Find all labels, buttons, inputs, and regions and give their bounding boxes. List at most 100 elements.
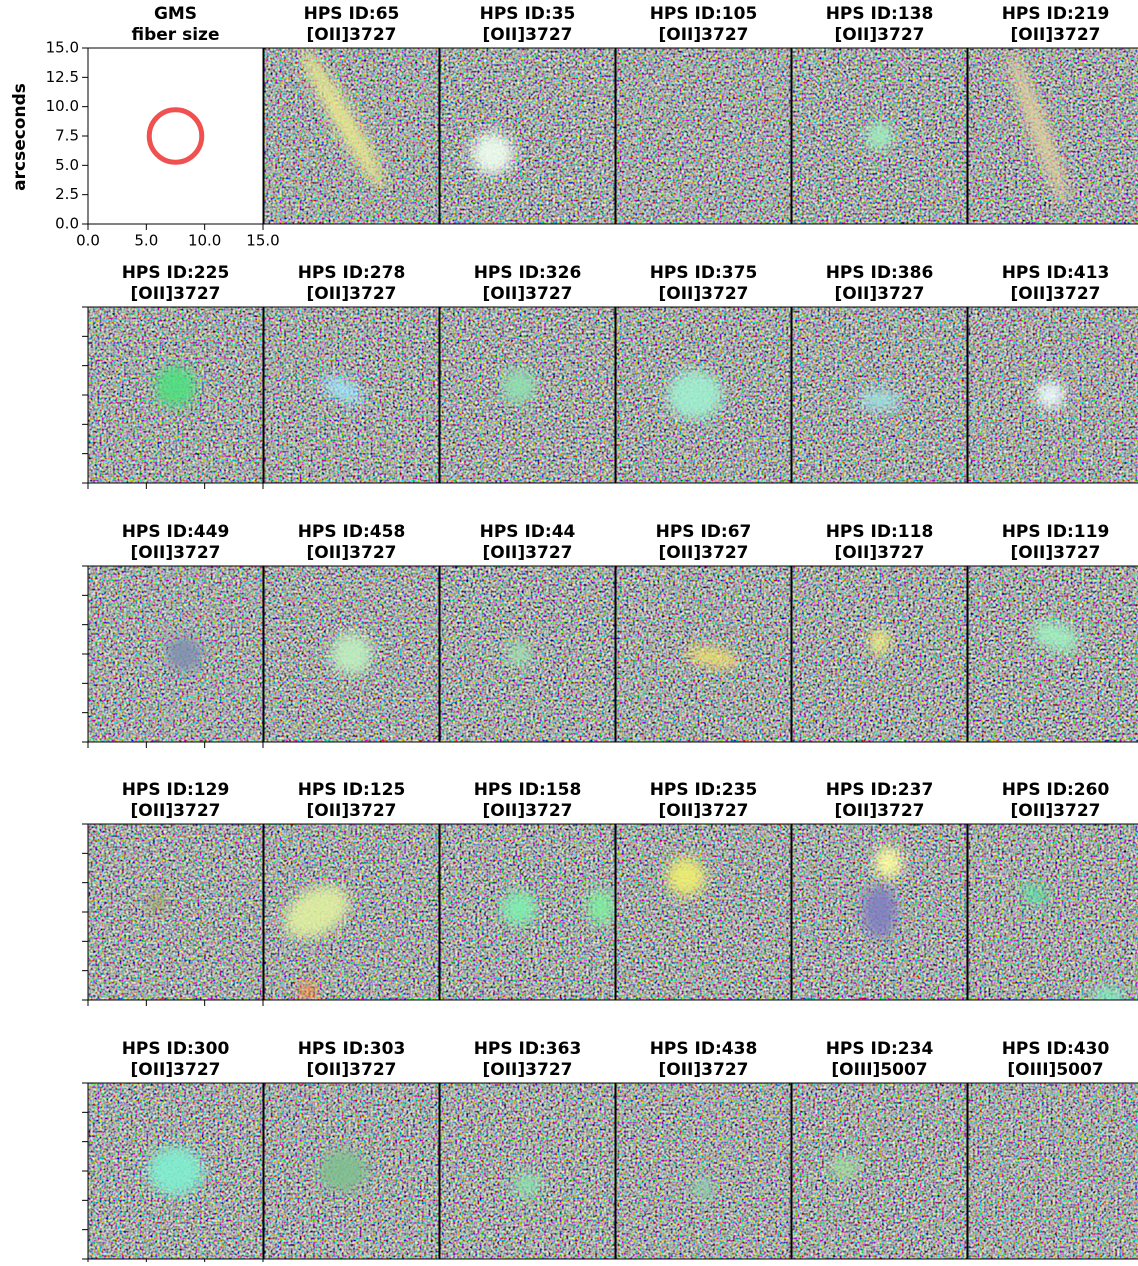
y-tick-label: 15.0 bbox=[46, 39, 79, 57]
galaxy bbox=[318, 1149, 368, 1193]
noise bbox=[792, 1083, 967, 1259]
panel-frame bbox=[87, 47, 264, 225]
panel-subtitle: [OII]3727 bbox=[1011, 543, 1101, 563]
panel-subtitle: [OII]3727 bbox=[835, 543, 925, 563]
panel-frame bbox=[263, 1082, 440, 1260]
noise bbox=[616, 1083, 791, 1259]
panel-frame bbox=[615, 306, 792, 484]
panel-frame bbox=[263, 823, 440, 1001]
panel-title: HPS ID:138 bbox=[826, 4, 934, 24]
panel-title: HPS ID:449 bbox=[122, 522, 230, 542]
galaxy bbox=[154, 365, 197, 408]
galaxy bbox=[471, 132, 514, 175]
y-axis-label: arcseconds bbox=[10, 83, 30, 191]
panel-subtitle: [OII]3727 bbox=[307, 1060, 397, 1080]
panel-frame bbox=[967, 823, 1138, 1001]
panel-subtitle: [OII]3727 bbox=[307, 543, 397, 563]
panel-title: HPS ID:235 bbox=[650, 780, 758, 800]
galaxy bbox=[862, 885, 897, 939]
panel-title: HPS ID:300 bbox=[122, 1039, 230, 1059]
galaxy bbox=[869, 629, 890, 654]
noise bbox=[968, 824, 1138, 1000]
y-tick-label: 0.0 bbox=[55, 215, 79, 233]
noise bbox=[440, 48, 615, 224]
panel-title: HPS ID:119 bbox=[1002, 522, 1110, 542]
panel-frame bbox=[967, 565, 1138, 743]
galaxy bbox=[1021, 884, 1048, 905]
cutout-image bbox=[792, 48, 967, 224]
panel-subtitle: [OII]3727 bbox=[659, 1060, 749, 1080]
cutout-image bbox=[792, 566, 967, 742]
panel-subtitle: [OII]3727 bbox=[483, 25, 573, 45]
galaxy bbox=[830, 1156, 859, 1179]
panel-frame bbox=[615, 565, 792, 743]
cutout-image bbox=[440, 307, 615, 483]
galaxy bbox=[284, 885, 349, 939]
panel-subtitle: [OII]3727 bbox=[131, 1060, 221, 1080]
panel-title: HPS ID:237 bbox=[826, 780, 934, 800]
y-tick-label: 5.0 bbox=[55, 156, 79, 174]
cutout-image bbox=[616, 566, 791, 742]
galaxy bbox=[587, 889, 615, 925]
cutout-image bbox=[792, 307, 967, 483]
panel-subtitle: [OII]3727 bbox=[835, 284, 925, 304]
cutout-image bbox=[968, 48, 1138, 224]
panel-title: HPS ID:219 bbox=[1002, 4, 1110, 24]
panel-title: GMS bbox=[154, 4, 197, 24]
panel-title: HPS ID:225 bbox=[122, 263, 230, 283]
panel-title: HPS ID:326 bbox=[474, 263, 582, 283]
panel-title: HPS ID:260 bbox=[1002, 780, 1110, 800]
y-tick-label: 12.5 bbox=[46, 68, 79, 86]
cutout-image bbox=[440, 824, 615, 1000]
panel-title: HPS ID:303 bbox=[298, 1039, 406, 1059]
noise bbox=[616, 48, 791, 224]
galaxy bbox=[147, 1146, 204, 1196]
cutout-image bbox=[968, 824, 1138, 1000]
cutout-image bbox=[264, 566, 439, 742]
galaxy bbox=[166, 636, 202, 672]
cutout-image bbox=[264, 824, 439, 1000]
panel-subtitle: [OII]3727 bbox=[659, 284, 749, 304]
panel-title: HPS ID:125 bbox=[298, 780, 406, 800]
cutout-image bbox=[264, 1083, 439, 1259]
noise bbox=[792, 566, 967, 742]
panel-frame bbox=[967, 1082, 1138, 1260]
panel-frame bbox=[615, 1082, 792, 1260]
panel-frame bbox=[791, 823, 968, 1001]
panel-frame bbox=[615, 823, 792, 1001]
cutout-image bbox=[616, 307, 791, 483]
cutout-image bbox=[616, 1083, 791, 1259]
galaxy bbox=[513, 1172, 542, 1198]
cutout-image bbox=[88, 566, 263, 742]
panel-title: HPS ID:363 bbox=[474, 1039, 582, 1059]
panel-title: HPS ID:458 bbox=[298, 522, 406, 542]
cutout-image bbox=[440, 1083, 615, 1259]
cutout-image bbox=[264, 307, 439, 483]
panel-subtitle: [OII]3727 bbox=[483, 543, 573, 563]
galaxy bbox=[666, 370, 723, 420]
panel-title: HPS ID:386 bbox=[826, 263, 934, 283]
x-tick-label: 5.0 bbox=[134, 232, 158, 250]
panel-subtitle: [OII]3727 bbox=[835, 25, 925, 45]
panel-title: HPS ID:129 bbox=[122, 780, 230, 800]
galaxy bbox=[686, 647, 739, 668]
galaxy bbox=[501, 890, 537, 927]
panel-subtitle: [OII]3727 bbox=[483, 284, 573, 304]
x-tick-label: 10.0 bbox=[188, 232, 221, 250]
panel-subtitle: fiber size bbox=[132, 25, 220, 45]
panel-subtitle: [OII]3727 bbox=[131, 801, 221, 821]
panel-subtitle: [OIII]5007 bbox=[1007, 1060, 1103, 1080]
noise bbox=[440, 1083, 615, 1259]
panel-subtitle: [OII]3727 bbox=[131, 284, 221, 304]
cutout-image bbox=[440, 566, 615, 742]
panel-frame bbox=[439, 565, 616, 743]
panel-subtitle: [OII]3727 bbox=[835, 801, 925, 821]
panel-title: HPS ID:105 bbox=[650, 4, 758, 24]
galaxy bbox=[865, 121, 894, 151]
cutout-image bbox=[616, 48, 791, 224]
cutout-image bbox=[792, 824, 967, 1000]
noise bbox=[968, 566, 1138, 742]
cutout-image bbox=[968, 566, 1138, 742]
panel-frame bbox=[439, 306, 616, 484]
panel-frame bbox=[967, 306, 1138, 484]
